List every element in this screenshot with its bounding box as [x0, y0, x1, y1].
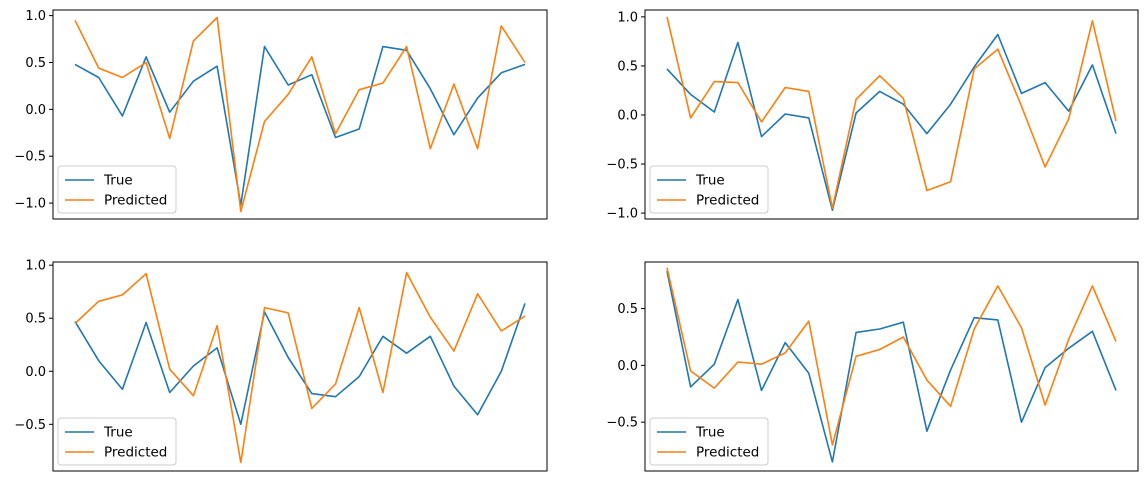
axes-frame [52, 261, 548, 472]
series-line-predicted [74, 16, 526, 213]
series-line-predicted [74, 271, 526, 464]
y-tick-label: −0.5 [14, 418, 46, 433]
legend-label-predicted: Predicted [104, 193, 167, 209]
legend-label-true: True [695, 425, 725, 441]
axes-frame [644, 261, 1139, 472]
legend-label-true: True [103, 425, 133, 441]
series-line-true [74, 303, 526, 426]
legend: True Predicted [649, 417, 769, 466]
y-tick-label: 0.5 [25, 56, 46, 71]
subplot-4: 0.5 0.0 −0.5 True Predicted [606, 261, 1139, 472]
legend-box [649, 417, 769, 466]
y-tick-label: 0.0 [25, 365, 46, 380]
legend: True Predicted [57, 165, 177, 214]
legend-box [57, 417, 177, 466]
legend-label-predicted: Predicted [696, 445, 759, 461]
y-tick-label: 1.0 [617, 10, 638, 25]
y-tick-label: 0.5 [617, 302, 638, 317]
subplot-1: 1.0 0.5 0.0 −0.5 −1.0 True Predicted [14, 9, 548, 220]
subplot-2: 1.0 0.5 0.0 −0.5 −1.0 True Predicted [606, 9, 1139, 222]
y-tick-label: −1.0 [14, 197, 46, 212]
legend-label-true: True [103, 173, 133, 189]
series-line-true [666, 270, 1117, 463]
series-line-true [74, 45, 526, 206]
legend-box [649, 165, 769, 214]
y-tick-label: 1.0 [25, 259, 46, 274]
y-tick-label: −0.5 [606, 158, 638, 173]
axes-frame [52, 9, 548, 220]
y-tick-label: −1.0 [606, 207, 638, 222]
legend-box [57, 165, 177, 214]
legend: True Predicted [649, 165, 769, 214]
legend-label-true: True [695, 173, 725, 189]
y-tick-label: −0.5 [14, 150, 46, 165]
legend-label-predicted: Predicted [696, 193, 759, 209]
y-tick-label: 0.5 [617, 59, 638, 74]
series-line-predicted [666, 16, 1117, 209]
y-tick-label: 0.0 [25, 103, 46, 118]
legend-label-predicted: Predicted [104, 445, 167, 461]
y-tick-label: −0.5 [606, 416, 638, 431]
y-tick-label: 0.0 [617, 108, 638, 123]
series-line-predicted [666, 267, 1117, 446]
y-tick-label: 1.0 [25, 9, 46, 24]
y-tick-label: 0.5 [25, 312, 46, 327]
subplot-3: 1.0 0.5 0.0 −0.5 True Predicted [14, 259, 548, 472]
series-line-true [666, 33, 1117, 211]
y-tick-label: 0.0 [617, 359, 638, 374]
legend: True Predicted [57, 417, 177, 466]
